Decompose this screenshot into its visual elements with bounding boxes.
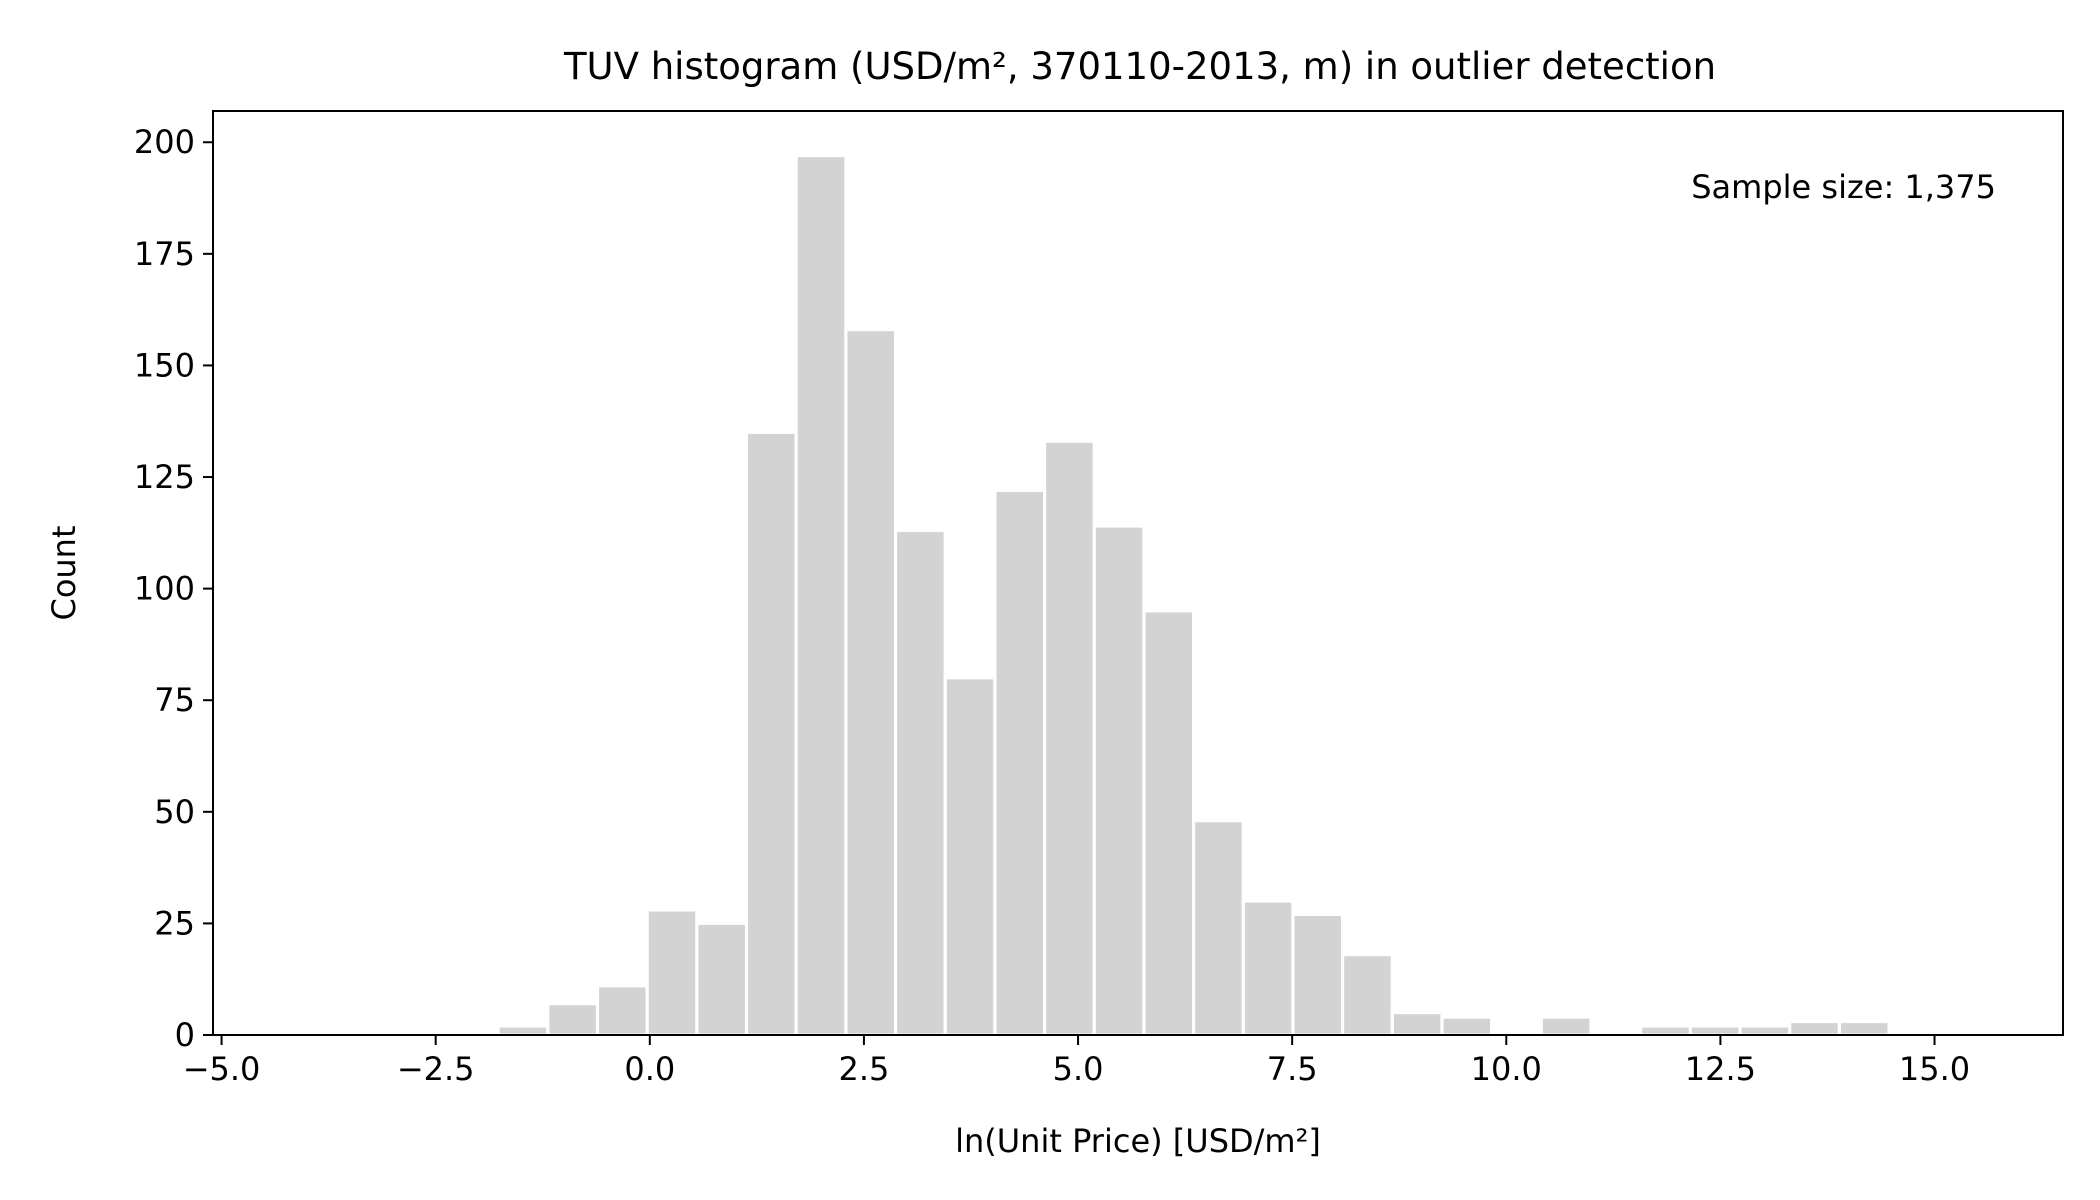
histogram-bar bbox=[1390, 1011, 1444, 1037]
x-axis-label: ln(Unit Price) [USD/m²] bbox=[955, 1122, 1321, 1160]
x-tick-label: 12.5 bbox=[1685, 1050, 1756, 1088]
histogram-bars bbox=[496, 154, 1891, 1037]
chart-title: TUV histogram (USD/m², 370110-2013, m) i… bbox=[563, 45, 1716, 88]
histogram-bar bbox=[645, 908, 699, 1037]
histogram-bar bbox=[1539, 1015, 1593, 1037]
histogram-bar bbox=[1688, 1024, 1742, 1037]
x-axis: −5.0 −2.5 0.0 2.5 5.0 7.5 10.0 12.5 15.0 bbox=[183, 1035, 1970, 1088]
y-tick-label: 200 bbox=[134, 123, 195, 161]
histogram-bar bbox=[1440, 1015, 1494, 1037]
y-tick-label: 150 bbox=[134, 346, 195, 384]
histogram-bar bbox=[1291, 912, 1345, 1037]
sample-size-annotation: Sample size: 1,375 bbox=[1691, 168, 1996, 206]
histogram-bar bbox=[1043, 439, 1096, 1037]
y-tick-label: 50 bbox=[154, 793, 195, 831]
histogram-bar bbox=[1341, 953, 1394, 1037]
y-axis: 0 25 50 75 100 125 150 175 200 bbox=[134, 123, 213, 1054]
x-tick-label: 10.0 bbox=[1471, 1050, 1542, 1088]
y-tick-label: 175 bbox=[134, 235, 195, 273]
histogram-bar bbox=[496, 1024, 550, 1037]
x-tick-label: −2.5 bbox=[397, 1050, 475, 1088]
x-tick-label: −5.0 bbox=[183, 1050, 261, 1088]
histogram-bar bbox=[1241, 899, 1295, 1037]
histogram-bar bbox=[695, 921, 748, 1037]
histogram-bar bbox=[844, 328, 897, 1037]
plot-frame bbox=[212, 110, 2064, 1036]
histogram-bar bbox=[1092, 524, 1146, 1037]
histogram-bar bbox=[1142, 609, 1195, 1037]
histogram-bar bbox=[1788, 1020, 1841, 1037]
histogram-bar bbox=[546, 1002, 599, 1037]
histogram-bar bbox=[894, 529, 947, 1037]
histogram-bar bbox=[1639, 1024, 1692, 1037]
histogram-bar bbox=[794, 154, 848, 1037]
histogram-bar bbox=[1738, 1024, 1792, 1037]
histogram-bar bbox=[745, 430, 798, 1037]
y-tick-label: 75 bbox=[154, 681, 195, 719]
histogram-bar bbox=[1192, 819, 1245, 1037]
x-tick-label: 2.5 bbox=[838, 1050, 889, 1088]
x-tick-label: 0.0 bbox=[624, 1050, 675, 1088]
y-tick-label: 0 bbox=[175, 1016, 195, 1054]
x-tick-label: 7.5 bbox=[1267, 1050, 1318, 1088]
x-tick-label: 5.0 bbox=[1053, 1050, 1104, 1088]
histogram-bar bbox=[596, 984, 649, 1037]
y-axis-label: Count bbox=[45, 525, 83, 620]
histogram-bar bbox=[943, 676, 997, 1037]
y-tick-label: 125 bbox=[134, 458, 195, 496]
histogram-bar bbox=[993, 488, 1046, 1037]
x-tick-label: 15.0 bbox=[1899, 1050, 1970, 1088]
histogram-bar bbox=[1837, 1020, 1891, 1037]
y-tick-label: 100 bbox=[134, 570, 195, 608]
y-tick-label: 25 bbox=[154, 904, 195, 942]
